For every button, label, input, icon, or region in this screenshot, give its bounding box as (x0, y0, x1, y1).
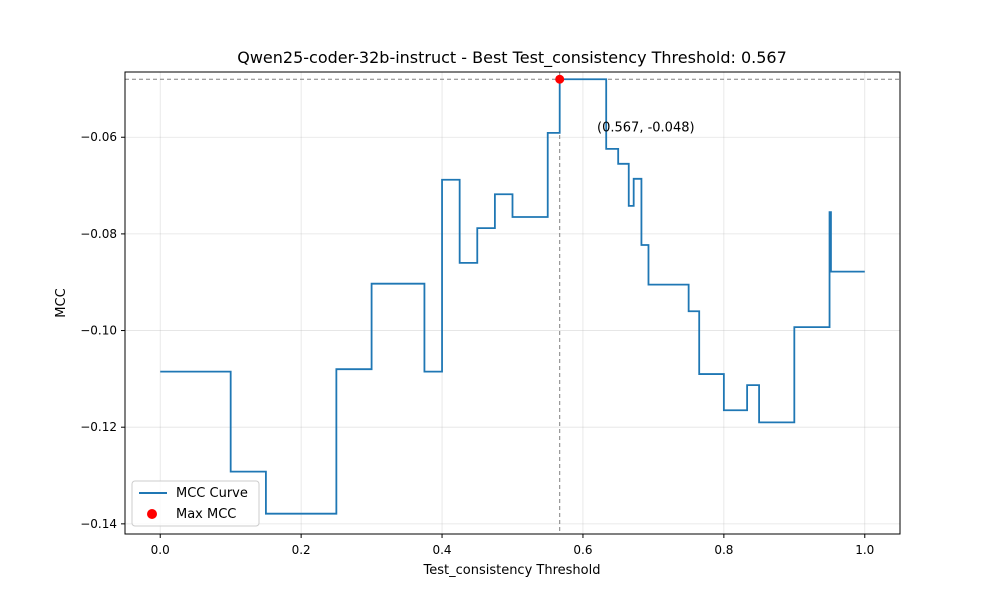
x-tick-label: 0.4 (432, 543, 451, 557)
x-tick-label: 0.0 (151, 543, 170, 557)
max-mcc-point (555, 74, 565, 84)
x-axis-label: Test_consistency Threshold (423, 563, 601, 578)
y-tick-label: −0.12 (80, 420, 117, 434)
x-tick-label: 1.0 (855, 543, 874, 557)
x-tick-label: 0.6 (573, 543, 592, 557)
plot-frame (124, 71, 901, 535)
ticks: 0.0 0.2 0.4 0.6 0.8 1.0 −0.14 −0.12 −0.10 −0.08 −0… (80, 130, 874, 557)
reference-lines (125, 72, 900, 534)
chart-title: Qwen25-coder-32b-instruct - Best Test_co… (237, 48, 787, 68)
x-tick-label: 0.2 (292, 543, 311, 557)
legend-marker-swatch (147, 509, 157, 519)
y-tick-label: −0.10 (80, 324, 117, 338)
y-axis-label: MCC (54, 288, 69, 317)
x-tick-label: 0.8 (714, 543, 733, 557)
max-annotation: (0.567, -0.048) (597, 121, 695, 136)
legend: MCC Curve Max MCC (131, 480, 260, 527)
y-tick-label: −0.06 (80, 130, 117, 144)
y-tick-label: −0.08 (80, 227, 117, 241)
legend-label-mcc-curve: MCC Curve (176, 486, 248, 501)
mcc-curve-line (160, 78, 865, 515)
legend-label-max-mcc: Max MCC (176, 507, 236, 522)
y-tick-label: −0.14 (80, 517, 117, 531)
series-layer (160, 74, 865, 515)
